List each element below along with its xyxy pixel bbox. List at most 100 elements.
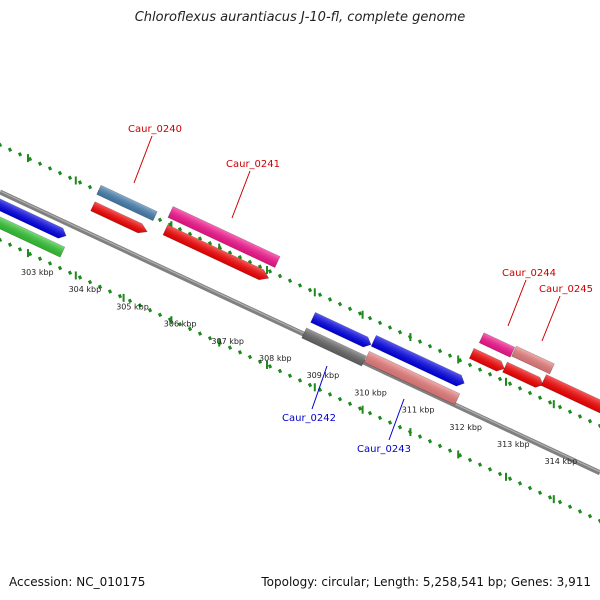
feature-Caur_0244_bar (478, 332, 516, 358)
lower-tick-row-dot (57, 265, 63, 271)
gene-label-Caur_0245: Caur_0245 (539, 284, 593, 295)
feature-bar-shade-Caur_0243_bar (364, 351, 460, 405)
lower-tick-row-dot (27, 251, 33, 257)
upper-tick-row-dot (157, 217, 163, 223)
lower-tick-row-dot (77, 275, 83, 280)
upper-tick-row-dot (187, 231, 193, 237)
upper-tick-row-dot (17, 152, 23, 157)
lower-tick-row-dot (7, 242, 13, 247)
upper-tick-row-dot (247, 259, 253, 265)
lower-tick-row-dot (377, 415, 383, 421)
lower-tick-row-dot (517, 481, 523, 486)
upper-tick-row-dot (77, 180, 83, 185)
lower-tick-row-dot (337, 396, 343, 402)
genome-backbone-highlight (0, 190, 600, 473)
tick-label: 309 kbp (307, 371, 340, 380)
upper-tick-row-dot (467, 362, 473, 368)
lower-tick-row-dot (327, 392, 333, 397)
upper-tick-row-dot (277, 273, 283, 279)
feature-bar-shade-Caur_0240_bar (96, 185, 158, 221)
upper-tick-row-dot (67, 175, 73, 181)
lower-tick-row-dot (187, 326, 193, 332)
feature-Caur_0243_bar_blue (370, 334, 465, 387)
feature-bar-shade-green_left (0, 214, 65, 258)
tick-label: 308 kbp (259, 354, 292, 363)
tick-label: 307 kbp (211, 337, 244, 346)
tick-label: 303 kbp (21, 268, 54, 277)
lower-tick-row-dot (457, 453, 463, 458)
tick-label: 310 kbp (354, 388, 387, 397)
lower-tick-row-dot (267, 364, 273, 369)
feature-bar-shade-Caur_0241_bar (168, 206, 280, 268)
lower-tick-row-dot (47, 261, 53, 266)
upper-tick-row-dot (267, 269, 273, 274)
lower-tick-row-dot (487, 467, 493, 472)
lower-tick-row-dot (207, 336, 213, 341)
upper-tick-row-dot (7, 147, 13, 152)
lower-tick-row-dot (477, 462, 483, 467)
feature-Caur_0243_bar (363, 350, 461, 406)
lower-tick-row-dot (307, 382, 313, 388)
feature-bar-shade-Caur_0245_bar (511, 346, 555, 374)
feature-bar-shade-Caur_0242_bar (301, 328, 367, 366)
lower-tick-row-dot (497, 471, 503, 477)
upper-tick-row-dot (537, 395, 543, 400)
gene-label-Caur_0241: Caur_0241 (226, 159, 280, 170)
upper-tick-row-dot (347, 306, 353, 312)
upper-tick-row-dot (0, 142, 3, 148)
upper-tick-row-dot (307, 287, 313, 293)
lower-tick-row-dot (17, 247, 23, 252)
lower-tick-row-dot (427, 438, 433, 444)
upper-tick-row-dot (597, 423, 600, 429)
tick-label: 311 kbp (402, 406, 435, 415)
upper-tick-row-dot (507, 381, 513, 386)
lower-tick-row-dot (127, 298, 133, 304)
feature-bar-shade-red_b (163, 224, 269, 280)
upper-tick-row-dot (207, 241, 213, 246)
lower-tick-row-dot (417, 434, 423, 439)
leader-Caur_0240 (133, 135, 153, 184)
gene-label-Caur_0244: Caur_0244 (502, 268, 556, 279)
lower-tick-row-dot (387, 420, 393, 425)
lower-tick-row-dot (467, 457, 473, 463)
tick-label: 312 kbp (449, 423, 482, 432)
upper-tick-row-dot (547, 400, 553, 405)
upper-tick-row-dot (327, 297, 333, 302)
lower-tick-row-dot (117, 293, 123, 299)
lower-tick-row-dot (247, 354, 253, 360)
lower-tick-row-dot (537, 490, 543, 495)
upper-tick-row-dot (587, 418, 593, 424)
feature-Caur_0245_bar (511, 345, 555, 375)
tick-label: 314 kbp (545, 457, 578, 466)
upper-tick-row-dot (287, 278, 293, 283)
feature-bar-shade-red_d (502, 362, 544, 388)
lower-tick-row-dot (527, 485, 533, 491)
tick-label: 306 kbp (164, 320, 197, 329)
lower-tick-row-dot (197, 331, 203, 336)
upper-tick-row-dot (227, 250, 233, 255)
lower-tick-row-dot (67, 270, 73, 276)
upper-tick-row-dot (527, 390, 533, 396)
lower-tick-row-dot (87, 279, 93, 285)
lower-tick-row-dot (447, 448, 453, 453)
genome-backbone (0, 189, 600, 476)
lower-tick-row-dot (237, 350, 243, 355)
upper-tick-row-dot (567, 409, 573, 415)
upper-tick-row-dot (47, 166, 53, 171)
feature-red_d (502, 361, 544, 388)
lower-tick-row-dot (357, 406, 363, 411)
feature-blue_left (0, 194, 67, 239)
upper-tick-row-dot (497, 376, 503, 382)
feature-red_c (468, 347, 505, 372)
lower-tick-row-dot (367, 410, 373, 416)
upper-tick-row-dot (257, 264, 263, 269)
upper-tick-row-dot (37, 161, 43, 166)
lower-tick-row-dot (437, 443, 443, 449)
leader-Caur_0244 (507, 279, 527, 327)
upper-tick-row-dot (577, 414, 583, 419)
feature-bar-shade-red_a (90, 201, 148, 233)
feature-green_left (0, 214, 66, 258)
upper-tick-row-dot (197, 236, 203, 241)
upper-tick-row-dot (357, 311, 363, 316)
feature-blue_mid (310, 312, 372, 348)
